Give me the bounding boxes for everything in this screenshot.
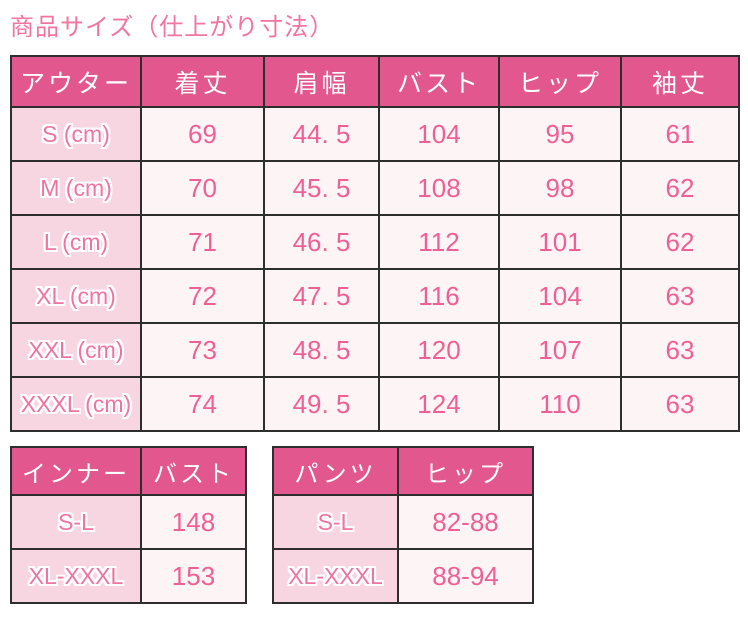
value-cell: 49. 5 (263, 376, 380, 432)
value-cell: 124 (378, 376, 500, 432)
value-cell: 63 (620, 322, 740, 378)
value-cell: 44. 5 (263, 106, 380, 162)
size-label-cell: M (cm) (10, 160, 142, 216)
value-cell: 46. 5 (263, 214, 380, 270)
table-row-xxl: XXL (cm) 73 48. 5 120 107 63 (10, 322, 740, 378)
value-cell: 45. 5 (263, 160, 380, 216)
inner-header-row: インナー バスト (10, 446, 247, 496)
value-cell: 98 (498, 160, 622, 216)
value-cell: 110 (498, 376, 622, 432)
value-cell: 63 (620, 268, 740, 324)
value-cell: 74 (140, 376, 265, 432)
table-row-l: L (cm) 71 46. 5 112 101 62 (10, 214, 740, 270)
size-label-cell: XXL (cm) (10, 322, 142, 378)
value-cell: 47. 5 (263, 268, 380, 324)
table-row-inner-xlxxxl: XL-XXXL 153 (10, 548, 247, 604)
value-cell: 62 (620, 214, 740, 270)
value-cell: 104 (498, 268, 622, 324)
value-cell: 88-94 (397, 548, 534, 604)
value-cell: 70 (140, 160, 265, 216)
table-row-pants-xlxxxl: XL-XXXL 88-94 (272, 548, 534, 604)
size-label-cell: XL-XXXL (10, 548, 142, 604)
header-outer: アウター (10, 55, 142, 108)
value-cell: 107 (498, 322, 622, 378)
size-label-cell: S-L (10, 494, 142, 550)
header-shoulder: 肩幅 (263, 55, 380, 108)
size-label-cell: S (cm) (10, 106, 142, 162)
value-cell: 72 (140, 268, 265, 324)
value-cell: 112 (378, 214, 500, 270)
value-cell: 108 (378, 160, 500, 216)
value-cell: 63 (620, 376, 740, 432)
table-row-s: S (cm) 69 44. 5 104 95 61 (10, 106, 740, 162)
size-label-cell: XL (cm) (10, 268, 142, 324)
value-cell: 71 (140, 214, 265, 270)
value-cell: 104 (378, 106, 500, 162)
size-label-cell: XL-XXXL (272, 548, 399, 604)
outer-header-row: アウター 着丈 肩幅 バスト ヒップ 袖丈 (10, 55, 740, 108)
table-row-inner-sl: S-L 148 (10, 494, 247, 550)
size-label-cell: S-L (272, 494, 399, 550)
value-cell: 69 (140, 106, 265, 162)
table-row-m: M (cm) 70 45. 5 108 98 62 (10, 160, 740, 216)
value-cell: 62 (620, 160, 740, 216)
header-inner-bust: バスト (140, 446, 247, 496)
header-pants-hip: ヒップ (397, 446, 534, 496)
value-cell: 116 (378, 268, 500, 324)
header-bust: バスト (378, 55, 500, 108)
value-cell: 82-88 (397, 494, 534, 550)
value-cell: 120 (378, 322, 500, 378)
table-row-pants-sl: S-L 82-88 (272, 494, 534, 550)
value-cell: 101 (498, 214, 622, 270)
pants-header-row: パンツ ヒップ (272, 446, 534, 496)
bottom-tables: インナー バスト S-L 148 XL-XXXL 153 パンツ ヒップ S-L… (10, 446, 738, 604)
header-sleeve: 袖丈 (620, 55, 740, 108)
value-cell: 148 (140, 494, 247, 550)
size-label-cell: L (cm) (10, 214, 142, 270)
page-title: 商品サイズ（仕上がり寸法） (10, 14, 335, 41)
value-cell: 95 (498, 106, 622, 162)
header-pants: パンツ (272, 446, 399, 496)
table-row-xxxl: XXXL (cm) 74 49. 5 124 110 63 (10, 376, 740, 432)
header-inner: インナー (10, 446, 142, 496)
pants-size-table: パンツ ヒップ S-L 82-88 XL-XXXL 88-94 (272, 446, 534, 604)
value-cell: 48. 5 (263, 322, 380, 378)
value-cell: 73 (140, 322, 265, 378)
table-row-xl: XL (cm) 72 47. 5 116 104 63 (10, 268, 740, 324)
header-length: 着丈 (140, 55, 265, 108)
header-hip: ヒップ (498, 55, 622, 108)
value-cell: 153 (140, 548, 247, 604)
value-cell: 61 (620, 106, 740, 162)
outer-size-table: アウター 着丈 肩幅 バスト ヒップ 袖丈 S (cm) 69 44. 5 10… (10, 55, 740, 432)
inner-size-table: インナー バスト S-L 148 XL-XXXL 153 (10, 446, 247, 604)
size-label-cell: XXXL (cm) (10, 376, 142, 432)
